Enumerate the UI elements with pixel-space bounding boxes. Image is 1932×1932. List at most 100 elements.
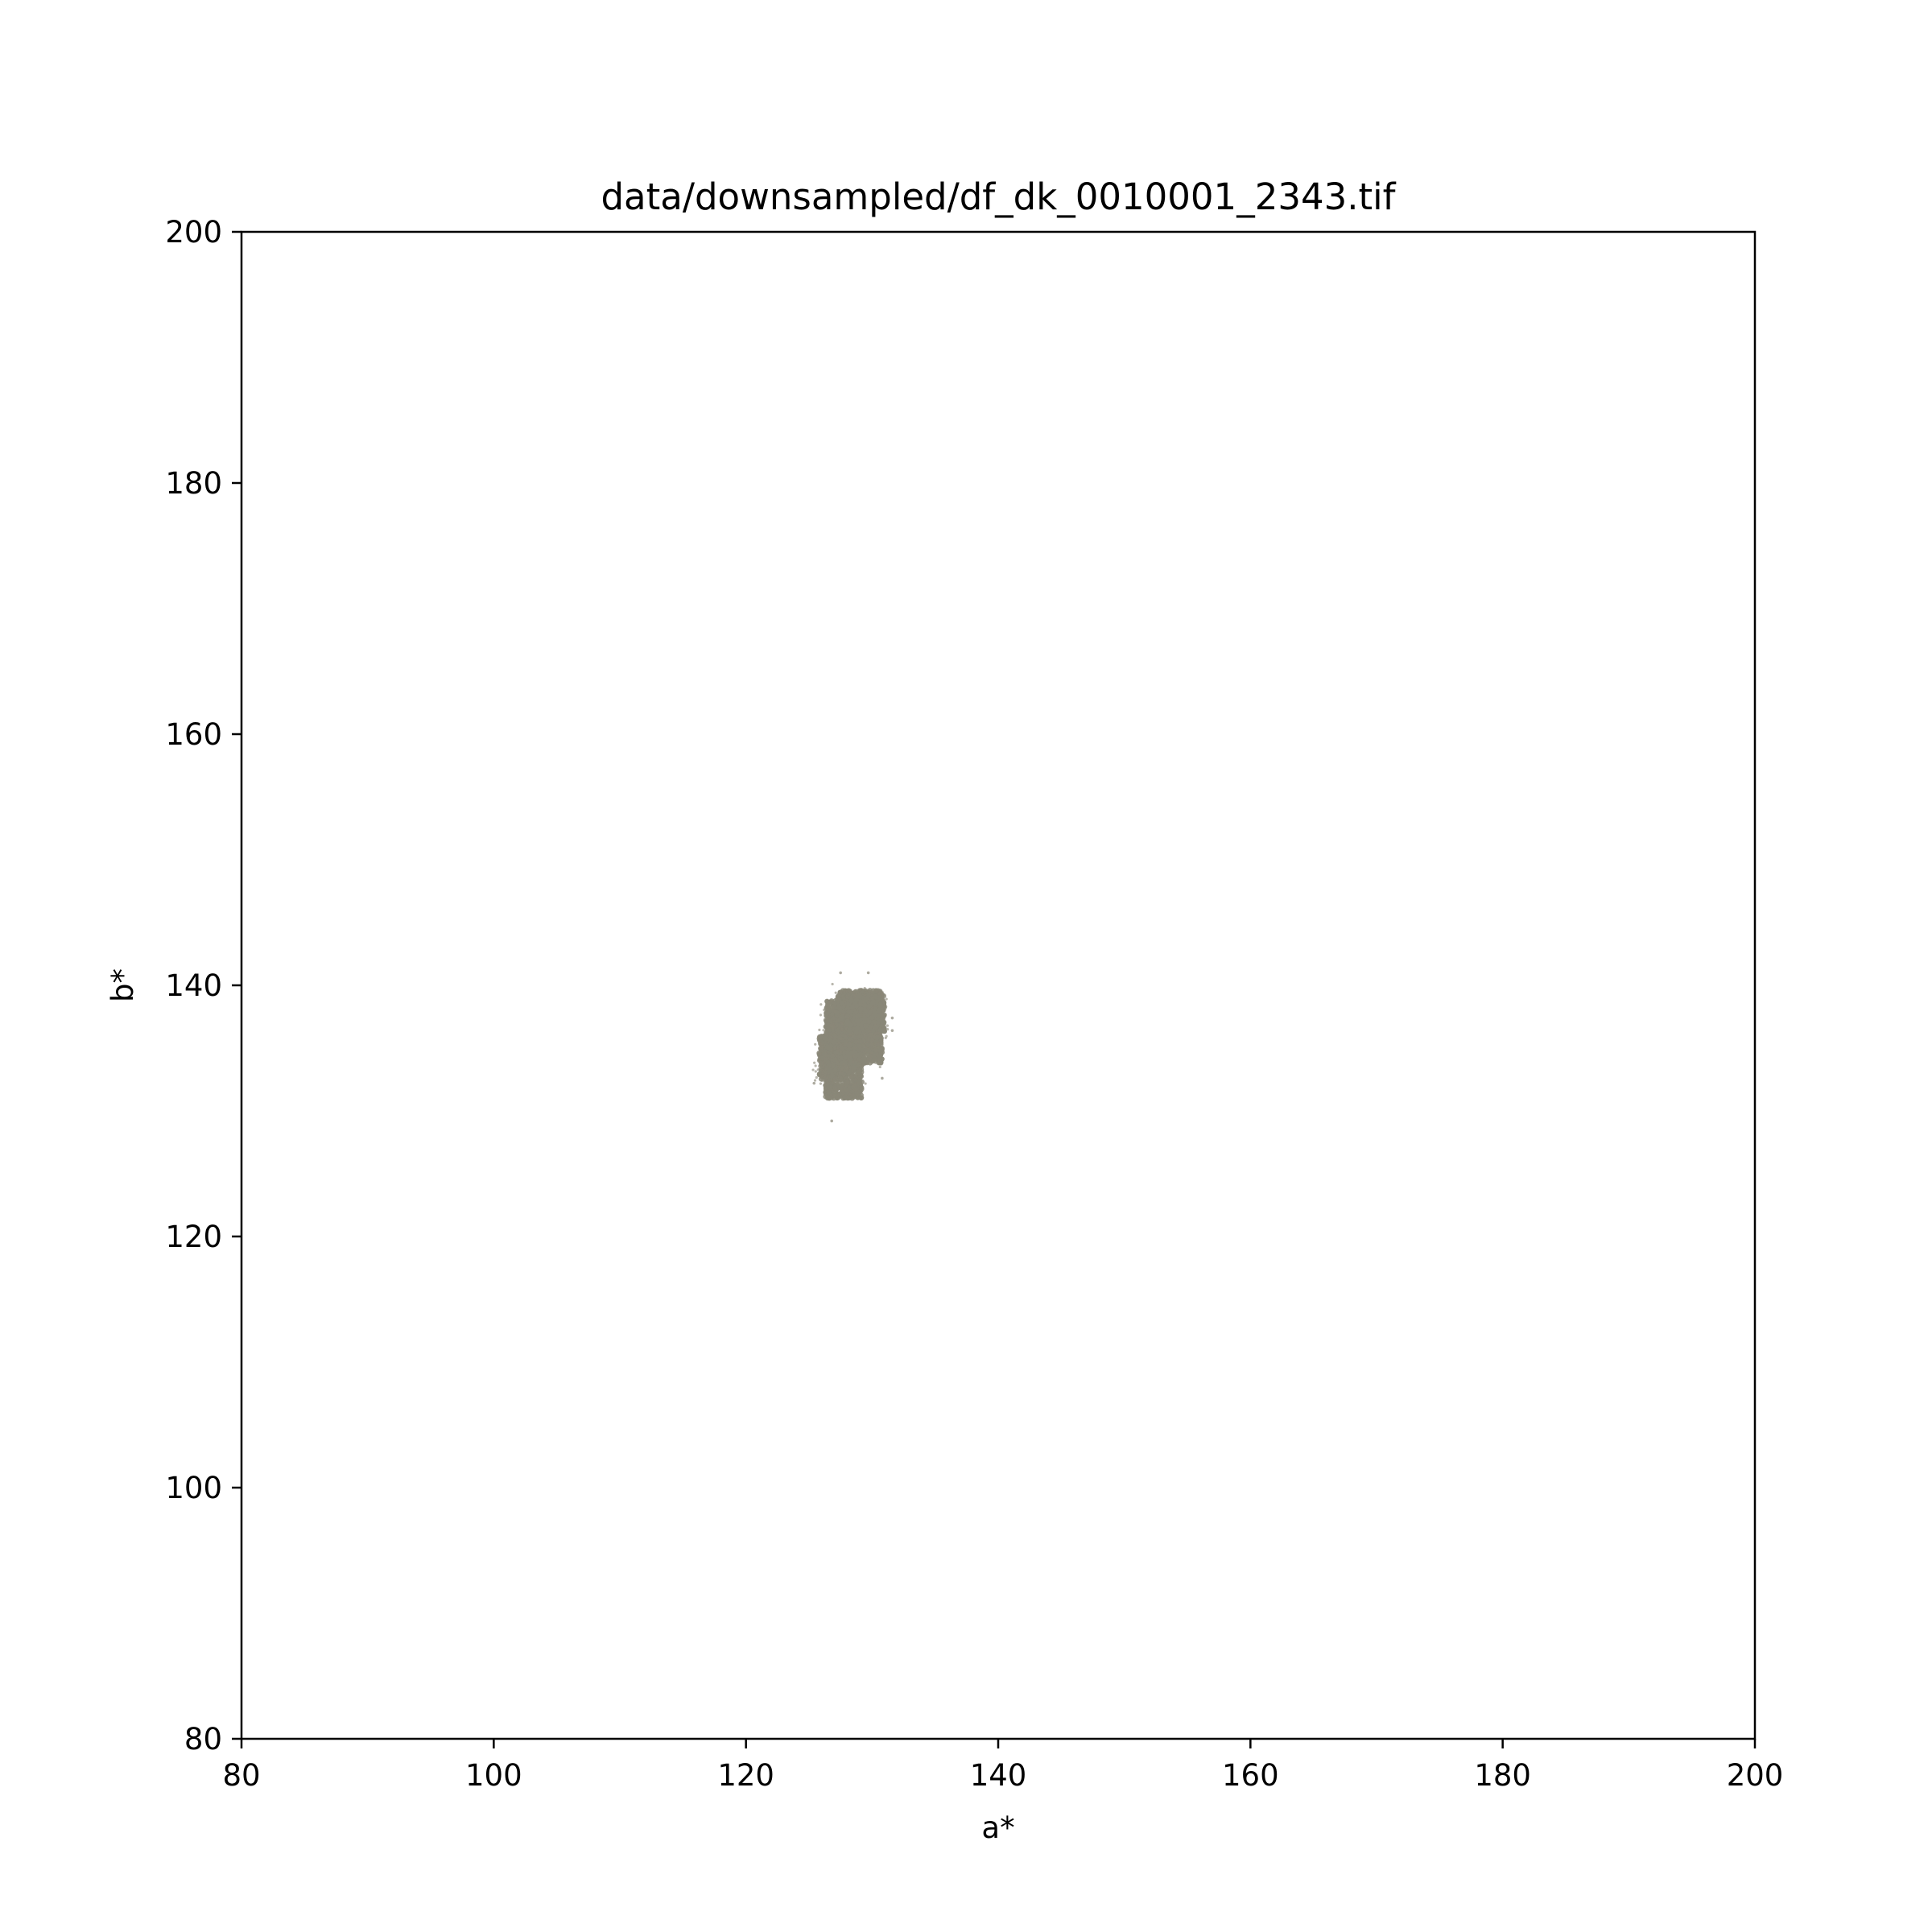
data-point (851, 1031, 854, 1034)
data-point (844, 1018, 851, 1025)
data-point (840, 1027, 844, 1030)
data-point (814, 1064, 817, 1067)
x-tick-label: 100 (465, 1758, 522, 1793)
data-point (869, 1030, 872, 1033)
data-point (822, 1029, 825, 1032)
data-point (881, 1013, 885, 1017)
data-point (874, 1031, 877, 1034)
data-point (839, 1071, 842, 1074)
y-tick-label: 200 (165, 215, 222, 250)
data-point (865, 1047, 872, 1054)
data-point (850, 1093, 853, 1096)
data-point (850, 1084, 857, 1090)
data-point (859, 1096, 862, 1100)
data-point (836, 1047, 839, 1051)
data-point (822, 1061, 825, 1064)
data-point (839, 971, 842, 975)
data-point (814, 1070, 817, 1073)
data-point (852, 990, 855, 994)
data-point (820, 1079, 824, 1083)
data-point (840, 990, 843, 994)
y-tick-label: 80 (184, 1722, 222, 1757)
data-point (832, 1085, 838, 1092)
data-point (847, 1042, 852, 1048)
data-point (825, 1018, 832, 1023)
data-point (854, 1092, 860, 1097)
data-point (890, 1029, 894, 1032)
data-point (842, 1075, 846, 1078)
data-point (873, 993, 879, 1000)
data-point (884, 1036, 887, 1040)
data-point (817, 1034, 824, 1040)
data-point (853, 993, 857, 997)
data-point (867, 1057, 870, 1060)
data-point (837, 1041, 840, 1044)
data-point (841, 1059, 848, 1066)
data-point (824, 1093, 828, 1096)
data-point (856, 1078, 861, 1084)
data-point (849, 1075, 852, 1079)
data-point (857, 1068, 863, 1075)
data-point (873, 1024, 879, 1030)
data-point (878, 1065, 881, 1069)
data-point (832, 1024, 836, 1027)
data-point (849, 1080, 855, 1085)
data-point (822, 1035, 828, 1041)
data-point (816, 1050, 822, 1056)
data-point (870, 990, 873, 993)
x-axis-label: a* (981, 1810, 1014, 1845)
data-point (877, 1060, 883, 1066)
data-point (843, 1088, 848, 1093)
y-tick-label: 180 (165, 466, 222, 501)
data-point (832, 1067, 838, 1073)
data-point (842, 1013, 845, 1016)
data-point (832, 1053, 835, 1056)
data-point (843, 1041, 848, 1046)
data-point (843, 990, 846, 993)
data-point (852, 1055, 855, 1058)
points-layer (811, 971, 894, 1123)
data-point (853, 1003, 860, 1009)
data-point (880, 1019, 886, 1025)
data-point (814, 1042, 817, 1046)
y-tick-label: 140 (165, 968, 222, 1003)
data-point (836, 1091, 840, 1094)
x-tick-label: 80 (222, 1758, 260, 1793)
data-point (878, 989, 881, 992)
data-point (819, 1042, 822, 1045)
data-point (824, 1083, 828, 1086)
data-point (834, 1009, 840, 1016)
data-point (829, 1005, 832, 1009)
data-point (836, 1005, 842, 1010)
y-axis: 80 100 120 140 160 180 200 (165, 215, 242, 1757)
data-point (873, 1000, 880, 1006)
data-point (830, 1119, 833, 1123)
y-tick-label: 100 (165, 1471, 222, 1505)
data-point (821, 1051, 828, 1057)
data-point (857, 993, 863, 999)
data-point (864, 1082, 867, 1085)
data-point (869, 1015, 875, 1021)
data-point (848, 990, 852, 994)
x-tick-label: 200 (1727, 1758, 1784, 1793)
data-point (824, 1011, 829, 1017)
data-point (831, 982, 834, 986)
data-point (812, 1081, 816, 1085)
data-point (863, 986, 866, 990)
y-axis-label: b* (105, 968, 140, 1002)
data-point (846, 1009, 852, 1014)
data-point (819, 1013, 823, 1017)
data-point (828, 1084, 833, 1091)
data-point (819, 1003, 823, 1006)
data-point (857, 1043, 862, 1049)
data-point (854, 1026, 860, 1031)
data-point (860, 1057, 863, 1060)
data-point (825, 1094, 831, 1100)
data-point (870, 1026, 873, 1029)
data-point (849, 1004, 855, 1010)
data-point (857, 1038, 863, 1044)
data-point (844, 1026, 848, 1030)
data-point (886, 1027, 890, 1031)
data-point (865, 1028, 871, 1034)
